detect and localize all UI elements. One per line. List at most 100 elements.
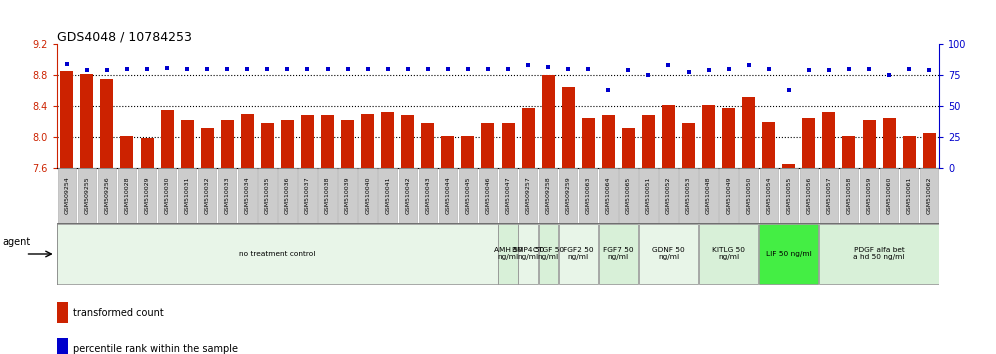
Bar [759,224,819,284]
Bar [803,118,816,168]
Point [821,67,837,73]
Point [399,66,415,72]
Bar [57,224,498,284]
Point [420,66,436,72]
Bar [459,168,477,223]
Bar [582,118,595,168]
Text: GSM510052: GSM510052 [666,177,671,214]
Text: GSM510034: GSM510034 [245,177,250,215]
Bar [421,123,434,168]
Point [300,66,316,72]
Text: GSM510048: GSM510048 [706,177,711,214]
Bar [341,120,355,168]
Point [560,66,576,72]
Text: GSM510062: GSM510062 [926,177,931,214]
Bar [78,168,96,223]
Bar [659,168,677,223]
Point [379,66,395,72]
Bar [281,120,294,168]
Bar [57,338,68,354]
Text: BMP4 50
ng/ml: BMP4 50 ng/ml [512,247,544,261]
Bar [860,168,878,223]
Bar [699,168,718,223]
Bar [519,168,537,223]
Bar [121,136,133,168]
Bar [638,224,698,284]
Text: GSM510063: GSM510063 [586,177,591,214]
Bar [198,168,216,223]
Text: GSM509257: GSM509257 [526,177,531,215]
Text: GSM510046: GSM510046 [485,177,490,214]
Bar [879,168,898,223]
Point [159,65,175,71]
Bar [719,168,738,223]
Bar [401,115,414,168]
Bar [140,138,153,168]
Text: GSM510053: GSM510053 [686,177,691,214]
Text: GSM510057: GSM510057 [827,177,832,214]
Bar [218,168,236,223]
Bar [639,168,657,223]
Bar [843,136,856,168]
Bar [682,123,695,168]
Bar [319,168,337,223]
Text: PDGF alfa bet
a hd 50 ng/ml: PDGF alfa bet a hd 50 ng/ml [854,247,904,261]
Point [79,67,95,73]
Point [219,66,235,72]
Text: GSM510049: GSM510049 [726,177,731,215]
Point [280,66,296,72]
Text: GSM509254: GSM509254 [65,177,70,215]
Text: GSM510042: GSM510042 [405,177,410,215]
Point [801,67,817,73]
Bar [441,136,454,168]
Bar [398,168,417,223]
Bar [499,168,517,223]
Point [781,87,797,93]
Bar [461,136,474,168]
Bar [57,302,68,323]
Bar [699,224,758,284]
Point [480,66,496,72]
Point [621,67,636,73]
Text: GSM510055: GSM510055 [786,177,791,214]
Text: AMH 50
ng/ml: AMH 50 ng/ml [494,247,522,261]
Text: GSM510050: GSM510050 [746,177,751,214]
Bar [882,118,895,168]
Point [460,66,476,72]
Text: GSM510059: GSM510059 [867,177,872,214]
Bar [800,168,818,223]
Bar [522,108,535,168]
Point [660,62,676,68]
Bar [298,168,317,223]
Point [259,66,275,72]
Point [680,69,696,74]
Point [921,67,937,73]
Bar [679,168,698,223]
Point [640,73,656,78]
Bar [762,122,775,168]
Bar [137,168,156,223]
Point [540,64,556,69]
Bar [438,168,457,223]
Bar [157,168,176,223]
Text: GDNF 50
ng/ml: GDNF 50 ng/ml [652,247,685,261]
Bar [780,168,798,223]
Text: GSM510032: GSM510032 [205,177,210,215]
Text: GDS4048 / 10784253: GDS4048 / 10784253 [57,30,191,43]
Bar [562,87,575,168]
Text: CTGF 50
ng/ml: CTGF 50 ng/ml [533,247,564,261]
Bar [559,168,578,223]
Bar [418,168,437,223]
Bar [519,224,538,284]
Bar [742,97,755,168]
Point [761,66,777,72]
Bar [160,110,173,168]
Bar [579,168,598,223]
Text: GSM510041: GSM510041 [385,177,390,214]
Bar [641,115,655,168]
Text: GSM510060: GSM510060 [886,177,891,214]
Bar [840,168,859,223]
Bar [278,168,297,223]
Bar [559,224,598,284]
Text: GSM509255: GSM509255 [85,177,90,215]
